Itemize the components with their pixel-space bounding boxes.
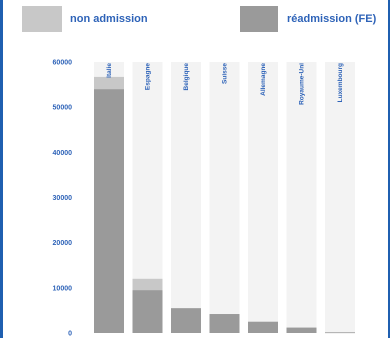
category-label-allemagne: Allemagne <box>260 63 267 96</box>
bar-readmission-suisse <box>209 314 240 333</box>
category-label-belgique: Belgique <box>183 63 190 91</box>
legend-label-non-admission: non admission <box>70 13 148 25</box>
y-tick-label-50000: 50000 <box>53 105 73 112</box>
bar-non-admission-espagne <box>132 278 163 291</box>
y-tick-label-30000: 30000 <box>53 195 73 202</box>
bar-readmission-italie <box>94 89 124 333</box>
category-label-italie: Italie <box>106 63 113 78</box>
y-tick-label-0: 0 <box>68 331 72 338</box>
category-label-royaume-uni: Royaume-Uni <box>299 63 306 105</box>
bar-readmission-espagne <box>132 290 163 333</box>
y-tick-label-10000: 10000 <box>53 285 73 292</box>
column-background-royaume-uni <box>286 62 317 333</box>
bar-readmission-allemagne <box>248 321 278 333</box>
legend-swatch-readmission <box>240 6 278 32</box>
y-tick-label-40000: 40000 <box>53 150 73 157</box>
column-background-suisse <box>209 62 240 333</box>
category-label-suisse: Suisse <box>222 63 229 84</box>
category-label-espagne: Espagne <box>145 63 152 90</box>
frame-right-border <box>388 0 390 338</box>
legend-label-readmission: réadmission (FE) <box>287 13 377 25</box>
frame-left-border <box>0 0 3 338</box>
column-background-luxembourg <box>325 62 355 333</box>
column-background-belgique <box>171 62 201 333</box>
bar-non-admission-italie <box>94 76 124 90</box>
column-background-allemagne <box>248 62 278 333</box>
legend-swatch-non-admission <box>22 6 62 32</box>
category-label-luxembourg: Luxembourg <box>337 63 344 102</box>
bar-readmission-belgique <box>171 308 201 333</box>
bar-readmission-luxembourg <box>325 332 355 334</box>
y-tick-label-20000: 20000 <box>53 240 73 247</box>
bar-readmission-royaume-uni <box>286 327 317 333</box>
y-tick-label-60000: 60000 <box>53 60 73 67</box>
